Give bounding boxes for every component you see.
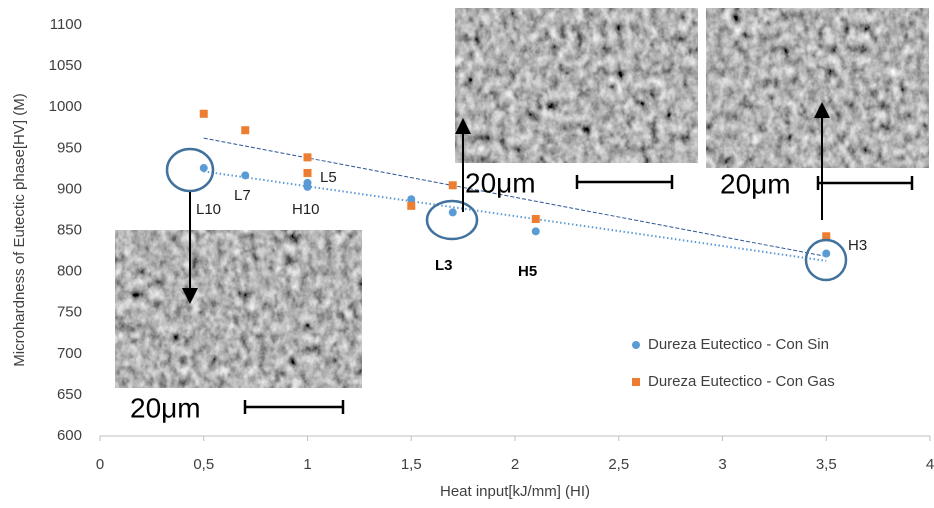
point xyxy=(303,168,312,177)
x-tick-label: 2 xyxy=(511,456,519,473)
y-tick-label: 750 xyxy=(57,304,82,321)
scale-label: 20μm xyxy=(465,167,536,198)
x-tick-label: 4 xyxy=(926,456,934,473)
plot-area: 600 650 700 750 800 850 900 950 1000 1050 1100 0 0,5… xyxy=(49,16,934,473)
point xyxy=(448,208,457,217)
legend-marker xyxy=(632,341,640,349)
point-label: H5 xyxy=(518,263,537,280)
x-tick-label: 0 xyxy=(96,456,104,473)
micrograph xyxy=(115,230,362,388)
scale-label: 20μm xyxy=(130,392,201,423)
scale-bars xyxy=(243,175,914,414)
x-axis-title: Heat input[kJ/mm] (HI) xyxy=(440,483,590,500)
y-tick-label: 600 xyxy=(57,427,82,444)
y-tick-label: 1100 xyxy=(50,16,82,33)
y-tick-label: 700 xyxy=(57,345,82,362)
point-label: L10 xyxy=(196,201,221,218)
y-tick-label: 1050 xyxy=(49,57,82,74)
point xyxy=(199,109,208,118)
x-tick-label: 1 xyxy=(303,456,311,473)
y-axis-title: Microhardness of Eutectic phase[HV] (M) xyxy=(11,93,28,366)
scale-label: 20μm xyxy=(720,168,791,199)
point xyxy=(241,126,250,135)
legend-marker xyxy=(632,378,640,386)
highlights xyxy=(165,147,848,282)
point-label: H10 xyxy=(292,201,320,218)
point xyxy=(531,214,540,223)
x-tick-label: 2,5 xyxy=(608,456,629,473)
y-tick-label: 800 xyxy=(57,263,82,280)
y-tick-label: 650 xyxy=(57,386,82,403)
point xyxy=(407,195,416,204)
point xyxy=(448,181,457,190)
point-label: L7 xyxy=(234,187,251,204)
point-label: L3 xyxy=(435,257,453,274)
y-tick-label: 1000 xyxy=(49,98,82,115)
point xyxy=(822,232,831,241)
arrows xyxy=(182,102,830,304)
point xyxy=(822,249,831,258)
point xyxy=(241,171,250,180)
legend-label: Dureza Eutectico - Con Sin xyxy=(648,336,829,353)
x-tick-label: 3 xyxy=(718,456,726,473)
x-tick-label: 3,5 xyxy=(816,456,837,473)
point-label: H3 xyxy=(848,237,867,254)
y-tick-label: 850 xyxy=(57,221,82,238)
point-label: L5 xyxy=(320,169,337,186)
legend-label: Dureza Eutectico - Con Gas xyxy=(648,373,835,390)
point xyxy=(407,201,416,210)
y-tick-label: 900 xyxy=(57,180,82,197)
micrograph xyxy=(455,8,698,163)
x-tick-label: 0,5 xyxy=(193,456,214,473)
point xyxy=(303,182,312,191)
y-tick-label: 950 xyxy=(57,139,82,156)
micrograph xyxy=(706,8,929,168)
point xyxy=(531,227,540,236)
point xyxy=(199,164,208,173)
x-tick-label: 1,5 xyxy=(401,456,422,473)
micrographs: 20μm 20μm 20μm xyxy=(115,8,929,423)
point xyxy=(303,153,312,162)
